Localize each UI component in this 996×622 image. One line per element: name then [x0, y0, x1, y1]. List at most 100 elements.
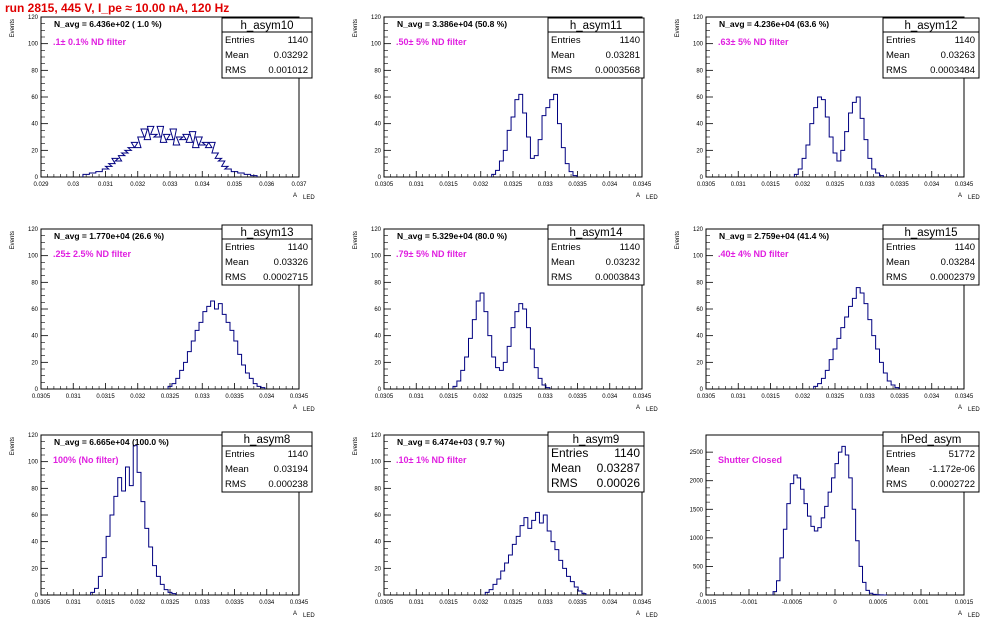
- y-tick-label: 120: [28, 227, 39, 233]
- y-tick-label: 0: [700, 175, 704, 181]
- y-tick-label: 80: [374, 68, 381, 74]
- stats-mean-value: 0.03263: [941, 50, 975, 61]
- x-tick-label: 0.0305: [375, 600, 394, 606]
- stats-rms-label: RMS: [551, 476, 578, 490]
- x-tick-label: 0.032: [130, 394, 146, 400]
- filter-note: Shutter Closed: [718, 455, 782, 465]
- histogram-series: [491, 93, 578, 177]
- x-tick-label: 0.0305: [375, 394, 394, 400]
- x-tick-label: 0.032: [795, 182, 811, 188]
- histogram-series: [167, 300, 266, 389]
- stats-box-title: h_asym10: [240, 20, 293, 32]
- x-tick-label: 0.029: [33, 182, 49, 188]
- x-tick-label: 0.031: [66, 600, 82, 606]
- x-tick-label: 0.0325: [161, 600, 180, 606]
- stats-box-frame: [547, 431, 645, 493]
- y-tick-label: 60: [374, 307, 381, 313]
- stats-entries-value: 1140: [620, 242, 640, 253]
- y-tick-label: 100: [28, 460, 39, 466]
- stats-box-frame: [882, 224, 980, 286]
- x-tick-label: 0.032: [130, 182, 146, 188]
- x-tick-label: 0.034: [195, 182, 211, 188]
- x-tick-label: 0: [833, 600, 837, 606]
- y-tick-label: 120: [371, 227, 382, 233]
- x-axis-sublabel: LED: [968, 195, 980, 201]
- stats-entries-value: 1140: [955, 242, 975, 253]
- y-tick-label: 100: [693, 42, 704, 48]
- x-axis-sublabel: LED: [303, 613, 315, 619]
- y-tick-label: 80: [31, 486, 38, 492]
- stats-mean-label: Mean: [225, 464, 249, 475]
- stats-entries-label: Entries: [886, 242, 916, 253]
- x-tick-label: 0.0315: [439, 394, 458, 400]
- y-tick-label: 120: [28, 433, 39, 439]
- stats-rms-label: RMS: [225, 65, 246, 76]
- x-tick-label: 0.0335: [225, 600, 244, 606]
- x-tick-label: 0.0315: [439, 182, 458, 188]
- stats-rms-label: RMS: [886, 479, 907, 490]
- x-tick-label: 0.0305: [697, 394, 716, 400]
- x-tick-label: 0.0345: [955, 394, 974, 400]
- y-tick-label: 40: [696, 334, 703, 340]
- x-tick-label: 0.0335: [568, 394, 587, 400]
- stats-entries-label: Entries: [225, 242, 255, 253]
- x-tick-label: 0.031: [66, 394, 82, 400]
- y-axis-label: Events: [675, 231, 681, 249]
- y-tick-label: 20: [374, 148, 381, 154]
- y-tick-label: 80: [696, 280, 703, 286]
- stats-box-title: h_asym13: [240, 227, 293, 239]
- x-tick-label: 0.033: [860, 182, 876, 188]
- x-tick-label: 0.032: [795, 394, 811, 400]
- y-tick-label: 40: [374, 540, 381, 546]
- y-tick-label: 60: [374, 513, 381, 519]
- histogram-hPed_asym: -0.0015 -0.001 -0.0005 0 0.0005 0.001 0.0015 0 5…: [690, 431, 980, 619]
- y-axis-label: Events: [10, 231, 16, 249]
- stats-entries-value: 1140: [614, 446, 640, 460]
- y-tick-label: 0: [35, 593, 39, 599]
- histogram-h_asym11: 0.0305 0.031 0.0315 0.032 0.0325 0.033 0.0335 0…: [353, 15, 658, 201]
- x-axis-label: A: [958, 611, 962, 617]
- stats-box: h_asym13 Entries 1140 Mean 0.03326 RMS 0.00027…: [221, 224, 313, 286]
- x-tick-label: 0.031: [409, 394, 425, 400]
- histogram-series: [484, 511, 587, 595]
- y-tick-label: 20: [696, 148, 703, 154]
- stats-mean-label: Mean: [551, 461, 581, 475]
- y-tick-label: 60: [31, 307, 38, 313]
- stats-box-frame: [882, 17, 980, 79]
- stats-rms-label: RMS: [886, 272, 907, 283]
- y-tick-label: 0: [378, 387, 382, 393]
- y-tick-label: 80: [374, 486, 381, 492]
- y-tick-label: 0: [35, 175, 39, 181]
- x-tick-label: 0.034: [259, 600, 275, 606]
- histogram-series: [793, 96, 884, 177]
- stats-rms-label: RMS: [225, 479, 246, 490]
- y-tick-label: 100: [693, 254, 704, 260]
- x-tick-label: 0.034: [924, 394, 940, 400]
- x-tick-label: 0.0305: [32, 394, 51, 400]
- x-tick-label: 0.0335: [225, 394, 244, 400]
- x-axis-label: A: [293, 193, 297, 199]
- x-tick-label: 0.0315: [96, 600, 115, 606]
- y-tick-label: 60: [374, 95, 381, 101]
- stats-box: h_asym10 Entries 1140 Mean 0.03292 RMS 0.00101…: [221, 17, 313, 79]
- stats-entries-label: Entries: [225, 449, 255, 460]
- x-axis-label: A: [636, 193, 640, 199]
- histogram-series: [82, 125, 258, 177]
- x-tick-label: 0.0305: [375, 182, 394, 188]
- stats-entries-label: Entries: [551, 446, 588, 460]
- x-tick-label: 0.0315: [761, 182, 780, 188]
- x-tick-label: 0.0345: [290, 600, 309, 606]
- x-tick-label: 0.0315: [761, 394, 780, 400]
- stats-box: h_asym14 Entries 1140 Mean 0.03232 RMS 0.00038…: [547, 224, 645, 286]
- histogram-series: [90, 445, 177, 595]
- x-tick-label: -0.0015: [696, 600, 717, 606]
- stats-mean-value: 0.03281: [606, 50, 640, 61]
- x-tick-label: 0.034: [602, 600, 618, 606]
- x-tick-label: 0.0335: [568, 182, 587, 188]
- y-tick-label: 100: [371, 460, 382, 466]
- x-tick-label: 0.033: [538, 182, 554, 188]
- x-tick-label: 0.0335: [890, 394, 909, 400]
- x-axis-label: A: [636, 611, 640, 617]
- stats-mean-label: Mean: [886, 257, 910, 268]
- y-tick-label: 120: [371, 433, 382, 439]
